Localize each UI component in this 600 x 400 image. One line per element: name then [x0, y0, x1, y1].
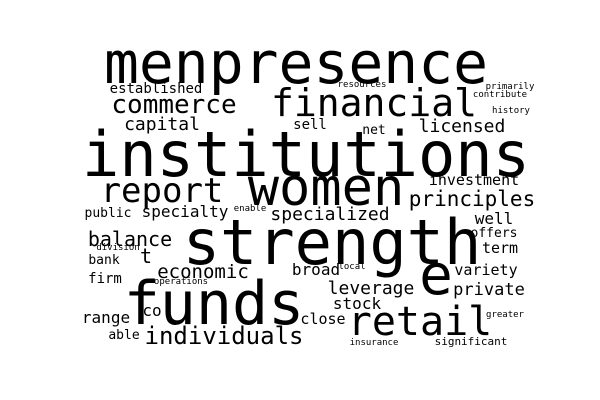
- word-commerce: commerce: [111, 90, 237, 120]
- word-firm: firm: [88, 271, 122, 287]
- word-resources: resources: [337, 80, 387, 90]
- word-e: e: [419, 243, 453, 308]
- word-contribute: contribute: [472, 90, 528, 100]
- word-funds: funds: [123, 269, 305, 339]
- word-sell: sell: [293, 117, 327, 133]
- word-stock: stock: [332, 294, 382, 313]
- word-enable: enable: [233, 204, 267, 214]
- word-private: private: [453, 280, 525, 300]
- word-specialty: specialty: [141, 202, 229, 221]
- word-co: co: [142, 301, 162, 320]
- word-operations: operations: [153, 277, 209, 287]
- word-offers: offers: [470, 226, 518, 241]
- word-well: well: [474, 209, 514, 228]
- word-broad: broad: [291, 260, 341, 279]
- word-insurance: insurance: [349, 338, 399, 348]
- word-financial: financial: [271, 81, 477, 125]
- word-balance: balance: [87, 227, 173, 251]
- word-women: women: [247, 158, 405, 218]
- word-division: division: [96, 243, 140, 253]
- word-specialized: specialized: [270, 204, 390, 225]
- word-menpresence: menpresence: [103, 29, 489, 97]
- word-primarily: primarily: [485, 82, 535, 92]
- word-individuals: individuals: [144, 322, 304, 350]
- word-variety: variety: [454, 261, 518, 279]
- word-t: t: [139, 244, 153, 268]
- word-retail: retail: [347, 299, 493, 345]
- word-close: close: [300, 310, 346, 328]
- word-economic: economic: [157, 261, 249, 283]
- word-investment: investment: [428, 171, 520, 189]
- word-principles: principles: [408, 187, 536, 211]
- word-leverage: leverage: [327, 278, 415, 299]
- word-net: net: [362, 123, 386, 138]
- word-greater: greater: [486, 310, 524, 320]
- word-strength: strength: [182, 206, 482, 279]
- word-report: report: [100, 171, 224, 211]
- word-bank: bank: [88, 253, 120, 268]
- word-institutions: institutions: [82, 118, 530, 191]
- word-history: history: [492, 106, 530, 116]
- word-public: public: [84, 206, 132, 221]
- word-licensed: licensed: [418, 116, 506, 137]
- word-term: term: [481, 239, 519, 257]
- word-able: able: [108, 328, 140, 343]
- word-significant: significant: [434, 335, 508, 348]
- word-established: established: [109, 81, 203, 97]
- word-local: local: [338, 262, 366, 272]
- word-capital: capital: [124, 114, 200, 135]
- word-range: range: [81, 308, 131, 327]
